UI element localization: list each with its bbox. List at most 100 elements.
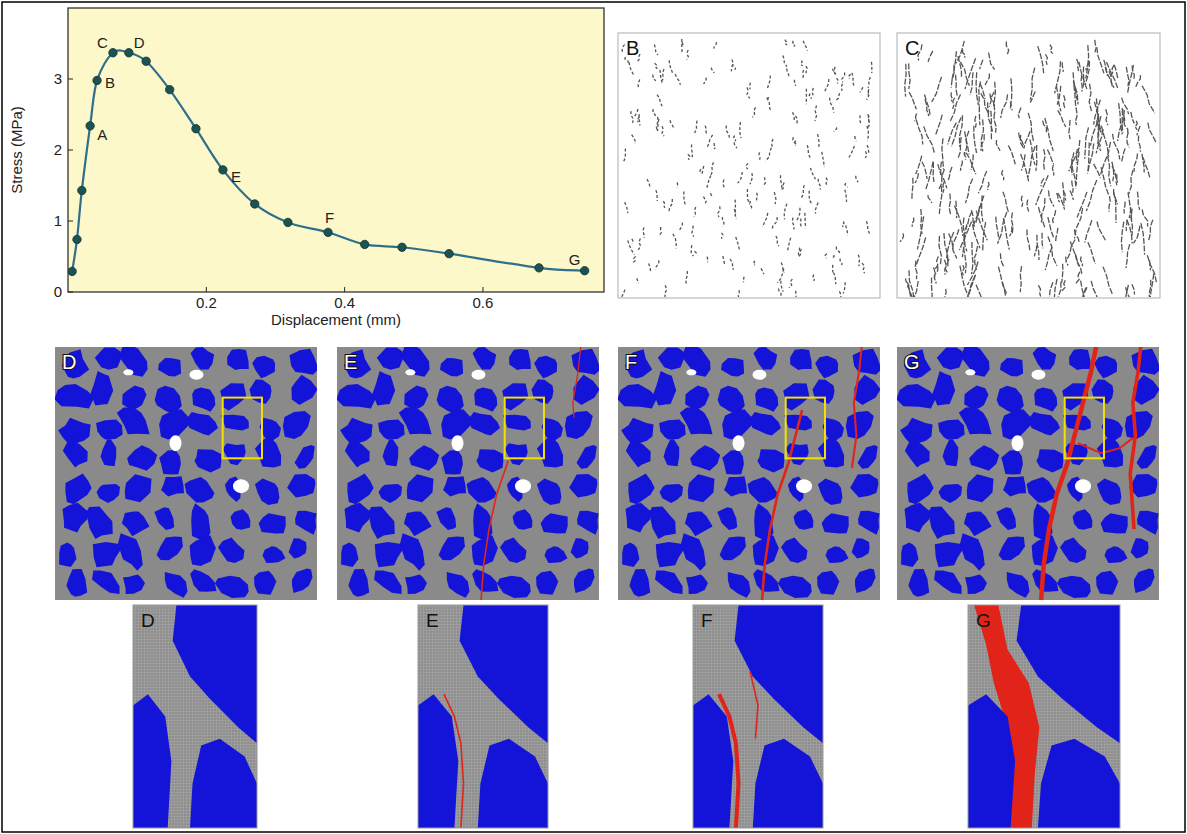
aggregate (754, 347, 778, 370)
point-label: F (325, 209, 334, 226)
crack-segment (702, 166, 704, 176)
data-point (125, 49, 133, 57)
crack-segment (1126, 67, 1129, 87)
crack-segment (669, 199, 673, 213)
aggregate (157, 537, 183, 561)
crack-segment (637, 278, 639, 283)
aggregate (571, 538, 589, 558)
aggregate (656, 542, 684, 567)
crack-segment (1038, 285, 1040, 296)
aggregate (817, 571, 839, 595)
crack-segment (638, 239, 640, 250)
crack-segment (1134, 154, 1137, 172)
crack-segment (846, 225, 848, 235)
crack (719, 694, 739, 828)
panel-letter: F (625, 351, 637, 373)
panel-letter: D (62, 351, 76, 373)
aggregate (897, 384, 936, 409)
aggregate (1001, 409, 1031, 439)
matrix (618, 347, 880, 600)
data-point (73, 235, 81, 243)
crack-segment (767, 97, 769, 101)
crack-segment (934, 267, 937, 283)
aggregate (1132, 349, 1160, 375)
aggregate (1092, 379, 1114, 403)
crack-segment (841, 84, 843, 91)
crack-segment (807, 145, 810, 158)
aggregate (649, 506, 676, 539)
crack-segment (660, 70, 662, 83)
crack-segment (994, 82, 995, 114)
crack-segment (726, 126, 729, 140)
aggregate (943, 439, 959, 466)
data-point (580, 267, 588, 275)
aggregate (59, 542, 76, 567)
aggregate (190, 739, 257, 828)
aggregate (255, 479, 280, 506)
aggregate (1034, 387, 1057, 411)
crack-segment (1112, 162, 1114, 181)
aggregate (223, 443, 246, 465)
crack-segment (785, 40, 787, 45)
aggregate (91, 371, 114, 405)
aggregate (572, 349, 600, 375)
aggregate (347, 473, 373, 504)
aggregate (441, 450, 463, 475)
crack-segment (815, 106, 817, 122)
aggregate (404, 511, 432, 536)
data-point (398, 243, 406, 251)
data-point (68, 267, 76, 275)
point-label: D (134, 34, 145, 51)
aggregate (569, 474, 597, 498)
crack-segment (974, 246, 977, 258)
crack-segment (932, 278, 933, 298)
aggregate (625, 349, 652, 378)
aggregate (377, 347, 403, 369)
panel-letter: B (626, 37, 639, 59)
aggregate (534, 356, 557, 379)
crack (1041, 347, 1096, 600)
aggregate (937, 347, 963, 369)
crack-segment (1075, 115, 1077, 125)
crack-segment (868, 115, 870, 129)
crack-segment (1035, 145, 1037, 171)
crack-segment (736, 237, 740, 250)
crack-segment (799, 249, 801, 257)
aggregate (1033, 347, 1057, 370)
crack-segment (796, 291, 798, 297)
crack-segment (686, 271, 688, 285)
crack-segment (1128, 65, 1134, 93)
crack-segment (631, 111, 634, 123)
crack-segment (963, 275, 975, 297)
crack-segment (1137, 192, 1139, 210)
crack-segment (1010, 226, 1012, 236)
crack-segment (813, 275, 815, 281)
crack (444, 694, 464, 828)
crack-segment (1045, 247, 1052, 270)
aggregate (685, 511, 713, 536)
crack-segment (706, 257, 708, 263)
crack-segment (643, 228, 644, 239)
matrix-mesh (693, 605, 823, 828)
crack-segment (654, 45, 658, 56)
crack-segment (938, 164, 947, 188)
crack-segment (1020, 266, 1021, 292)
crack-segment (926, 162, 934, 190)
aggregate (441, 409, 471, 439)
crack-segment (849, 146, 855, 158)
crack-segment (1132, 284, 1135, 294)
aggregate (628, 473, 654, 504)
aggregate (655, 570, 683, 594)
aggregate (401, 347, 430, 377)
aggregate (66, 569, 87, 597)
aggregate (407, 474, 434, 502)
aggregate (289, 538, 307, 558)
crack-segment (721, 233, 723, 239)
crack-segment (659, 227, 661, 235)
crack-segment (1142, 86, 1155, 114)
aggregate (58, 418, 91, 445)
aggregate (755, 387, 778, 411)
crack-segment (1058, 110, 1066, 127)
aggregate (846, 411, 874, 439)
crack-segment (777, 269, 783, 283)
